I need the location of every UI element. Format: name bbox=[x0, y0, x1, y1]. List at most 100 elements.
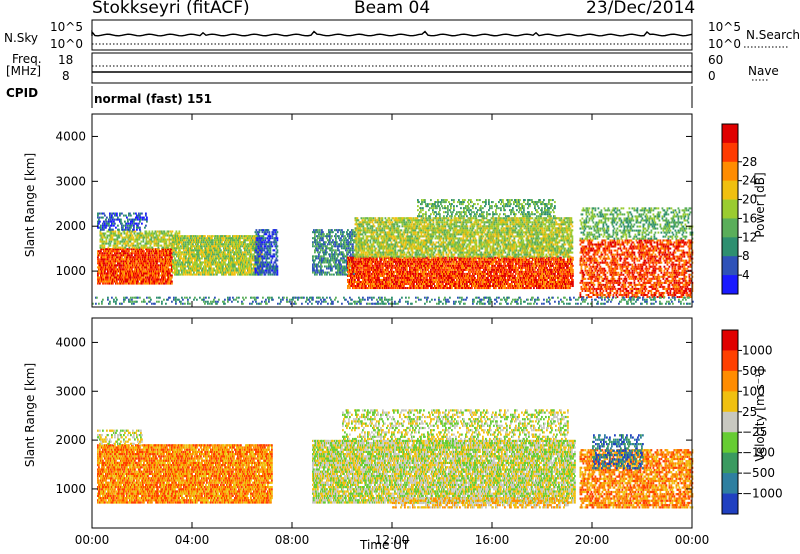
heatmap-cell bbox=[178, 237, 180, 240]
heatmap-cell bbox=[125, 248, 127, 251]
heatmap-cell bbox=[216, 235, 218, 238]
heatmap-cell bbox=[219, 267, 221, 270]
heatmap-cell bbox=[171, 262, 173, 265]
heatmap-cell bbox=[231, 269, 233, 272]
heatmap-cell bbox=[194, 257, 196, 260]
heatmap-cell bbox=[201, 249, 203, 252]
heatmap-cell bbox=[203, 251, 205, 254]
heatmap-cell bbox=[199, 259, 201, 262]
heatmap-cell bbox=[259, 253, 262, 256]
heatmap-cell bbox=[257, 253, 260, 256]
heatmap-cell bbox=[194, 273, 196, 276]
heatmap-cell bbox=[137, 226, 139, 229]
heatmap-cell bbox=[252, 257, 254, 260]
heatmap-cell bbox=[212, 269, 214, 272]
heatmap-cell bbox=[363, 260, 365, 263]
heatmap-cell bbox=[354, 276, 356, 279]
heatmap-cell bbox=[187, 261, 189, 264]
heatmap-cell bbox=[107, 254, 109, 257]
heatmap-cell bbox=[137, 282, 139, 285]
heatmap-cell bbox=[350, 241, 352, 244]
heatmap-cell bbox=[157, 250, 159, 253]
heatmap-cell bbox=[110, 240, 113, 243]
heatmap-cell bbox=[148, 248, 150, 251]
heatmap-cell bbox=[225, 239, 227, 242]
heatmap-cell bbox=[392, 266, 394, 269]
heatmap-cell bbox=[252, 255, 254, 258]
heatmap-cell bbox=[164, 258, 166, 261]
heatmap-cell bbox=[150, 256, 152, 259]
heatmap-cell bbox=[223, 251, 225, 254]
heatmap-cell bbox=[412, 270, 414, 273]
heatmap-cell bbox=[172, 267, 174, 270]
heatmap-cell bbox=[112, 260, 114, 263]
heatmap-cell bbox=[131, 270, 133, 273]
heatmap-cell bbox=[112, 280, 114, 283]
heatmap-cell bbox=[235, 245, 237, 248]
heatmap-cell bbox=[392, 262, 394, 265]
heatmap-cell bbox=[132, 260, 134, 263]
heatmap-cell bbox=[328, 267, 330, 270]
heatmap-cell bbox=[173, 239, 175, 242]
heatmap-cell bbox=[158, 280, 160, 283]
heatmap-cell bbox=[237, 237, 239, 240]
heatmap-cell bbox=[237, 245, 239, 248]
heatmap-cell bbox=[111, 222, 113, 225]
heatmap-cell bbox=[137, 214, 139, 217]
heatmap-cell bbox=[107, 234, 110, 237]
heatmap-cell bbox=[157, 258, 159, 261]
heatmap-cell bbox=[215, 273, 217, 276]
heatmap-cell bbox=[103, 282, 105, 285]
heatmap-cell bbox=[219, 251, 221, 254]
heatmap-cell bbox=[223, 259, 225, 262]
heatmap-cell bbox=[102, 228, 104, 231]
heatmap-cell bbox=[252, 249, 254, 252]
heatmap-cell bbox=[201, 239, 203, 242]
heatmap-cell bbox=[322, 239, 324, 242]
heatmap-cell bbox=[247, 237, 249, 240]
heatmap-cell bbox=[237, 239, 239, 242]
heatmap-cell bbox=[151, 252, 153, 255]
heatmap-cell bbox=[105, 274, 107, 277]
heatmap-cell bbox=[191, 251, 193, 254]
heatmap-cell bbox=[175, 263, 177, 266]
heatmap-cell bbox=[236, 257, 238, 260]
heatmap-cell bbox=[206, 257, 208, 260]
heatmap-cell bbox=[120, 260, 122, 263]
heatmap-cell bbox=[182, 247, 184, 250]
heatmap-cell bbox=[232, 235, 234, 238]
heatmap-cell bbox=[167, 272, 169, 275]
heatmap-cell bbox=[406, 268, 408, 271]
heatmap-cell bbox=[145, 280, 147, 283]
heatmap-cell bbox=[104, 220, 106, 223]
heatmap-cell bbox=[106, 280, 108, 283]
heatmap-cell bbox=[196, 259, 198, 262]
heatmap-cell bbox=[156, 272, 158, 275]
heatmap-cell bbox=[189, 269, 191, 272]
heatmap-cell bbox=[127, 234, 130, 237]
heatmap-cell bbox=[325, 271, 327, 274]
heatmap-cell bbox=[418, 276, 420, 279]
heatmap-cell bbox=[193, 257, 195, 260]
heatmap-cell bbox=[117, 276, 119, 279]
heatmap-cell bbox=[99, 280, 101, 283]
heatmap-cell bbox=[164, 240, 167, 243]
heatmap-cell bbox=[201, 255, 203, 258]
heatmap-cell bbox=[121, 270, 123, 273]
heatmap-cell bbox=[112, 230, 115, 233]
heatmap-cell bbox=[112, 274, 114, 277]
heatmap-cell bbox=[128, 222, 130, 225]
heatmap-cell bbox=[258, 235, 261, 238]
heatmap-cell bbox=[111, 258, 113, 261]
heatmap-cell bbox=[121, 226, 123, 229]
heatmap-cell bbox=[194, 245, 196, 248]
heatmap-cell bbox=[259, 249, 262, 252]
heatmap-cell bbox=[155, 274, 157, 277]
heatmap-cell bbox=[142, 250, 144, 253]
heatmap-cell bbox=[214, 259, 216, 262]
heatmap-cell bbox=[316, 255, 318, 258]
heatmap-cell bbox=[150, 272, 152, 275]
heatmap-cell bbox=[203, 245, 205, 248]
heatmap-cell bbox=[241, 271, 243, 274]
heatmap-cell bbox=[209, 253, 211, 256]
